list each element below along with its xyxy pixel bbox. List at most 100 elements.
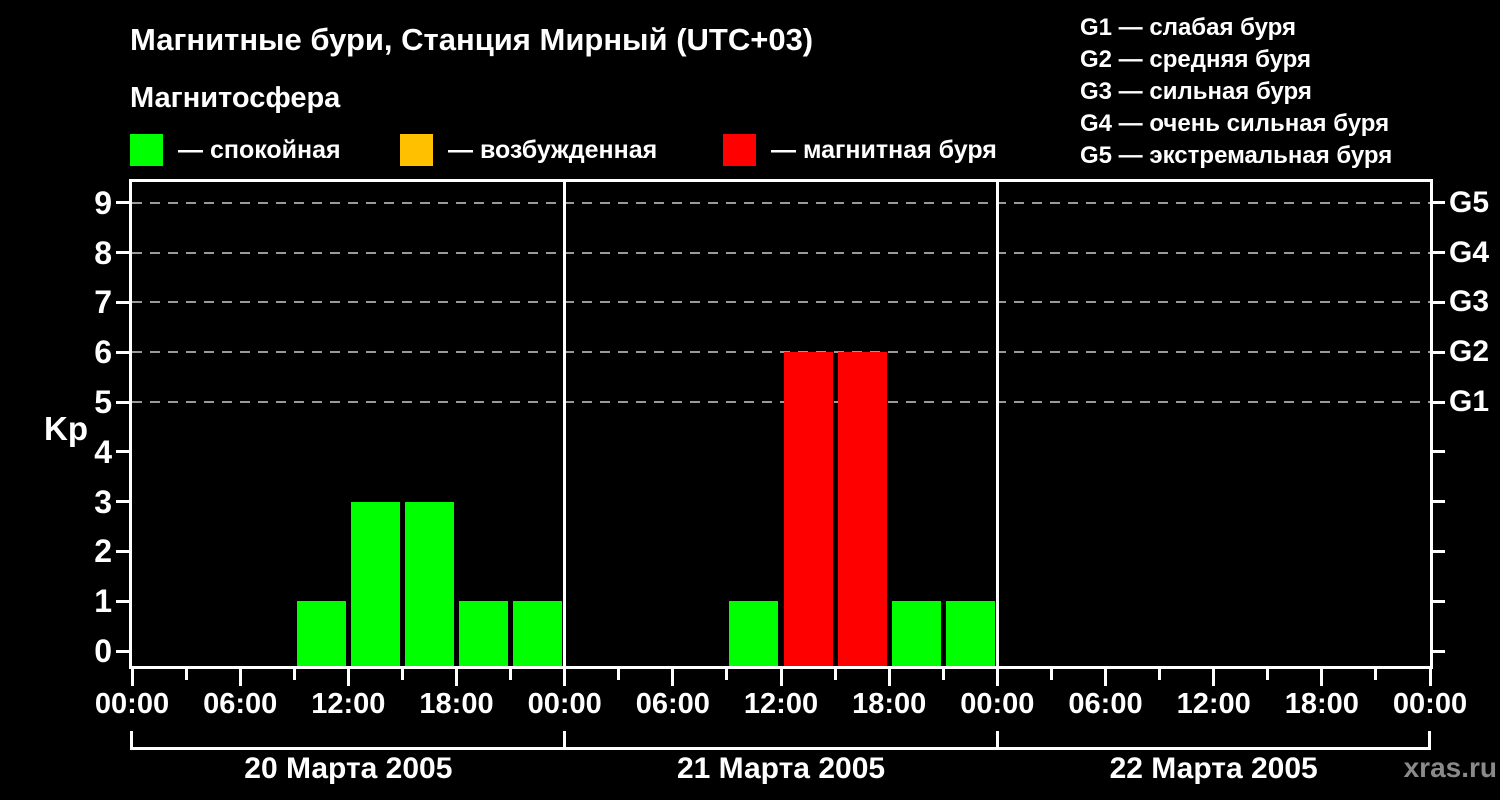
- plot-area: [129, 179, 1433, 669]
- right-tick: [1432, 400, 1445, 404]
- x-tick: [779, 666, 783, 686]
- x-tick: [509, 666, 513, 680]
- y-tick: [116, 599, 129, 603]
- y-axis-title: Kp: [44, 410, 88, 447]
- day-separator: [995, 182, 999, 666]
- y-tick: [116, 400, 129, 404]
- right-tick: [1432, 450, 1445, 454]
- kp-bar: [459, 601, 509, 666]
- y-tick: [116, 350, 129, 354]
- x-time-label: 06:00: [1068, 688, 1143, 720]
- x-time-label: 12:00: [311, 688, 386, 720]
- x-tick: [1158, 666, 1162, 680]
- legend-item-storm: — магнитная буря: [723, 132, 997, 168]
- g-scale-legend: G1 — слабая буря G2 — средняя буря G3 — …: [1080, 12, 1392, 172]
- bracket-tick: [563, 731, 567, 747]
- right-tick: [1432, 201, 1445, 205]
- x-tick: [292, 666, 296, 680]
- x-tick: [725, 666, 729, 680]
- y-tick-label: 9: [94, 184, 112, 221]
- y-tick: [116, 500, 129, 504]
- kp-bar: [729, 601, 779, 666]
- storm-color-swatch: [723, 134, 756, 166]
- x-tick: [941, 666, 945, 680]
- right-tick: [1432, 649, 1445, 653]
- kp-bar: [350, 501, 400, 666]
- x-tick: [1428, 666, 1432, 686]
- chart-subtitle: Магнитосфера: [130, 82, 341, 114]
- day-separator: [563, 182, 567, 666]
- date-label: 20 Марта 2005: [244, 752, 453, 785]
- kp-bar: [296, 601, 346, 666]
- g-axis-label: G3: [1449, 285, 1490, 319]
- y-tick-label: 6: [94, 334, 112, 371]
- y-tick: [116, 300, 129, 304]
- y-tick-label: 2: [94, 533, 112, 570]
- kp-bar: [783, 352, 833, 666]
- x-tick: [1374, 666, 1378, 680]
- x-time-label: 12:00: [1176, 688, 1251, 720]
- date-label: 21 Марта 2005: [676, 752, 886, 785]
- y-tick: [116, 549, 129, 553]
- x-tick: [400, 666, 404, 680]
- x-time-label: 18:00: [852, 688, 927, 720]
- gridline: [132, 351, 1430, 354]
- right-tick: [1432, 251, 1445, 255]
- y-tick-label: 7: [94, 284, 112, 321]
- y-tick: [116, 201, 129, 205]
- y-tick-label: 5: [94, 384, 112, 420]
- x-tick: [617, 666, 621, 680]
- g2-legend-line: G2 — средняя буря: [1080, 46, 1311, 73]
- x-time-label: 00:00: [1392, 688, 1468, 720]
- x-tick: [833, 666, 837, 680]
- chart-title: Магнитные бури, Станция Мирный (UTC+03): [130, 22, 814, 57]
- x-tick: [887, 666, 891, 686]
- legend-item-quiet: — спокойная: [130, 132, 341, 168]
- x-tick: [1320, 666, 1324, 686]
- kp-bar: [404, 501, 454, 666]
- gridline: [132, 401, 1430, 403]
- kp-bar: [837, 352, 887, 666]
- date-label: 22 Марта 2005: [1109, 752, 1318, 785]
- x-time-label: 18:00: [1284, 688, 1359, 720]
- legend-label-storm: — магнитная буря: [771, 135, 997, 164]
- x-tick: [455, 666, 458, 686]
- x-tick: [563, 666, 567, 686]
- kp-bar: [945, 601, 995, 666]
- y-tick: [116, 251, 129, 255]
- x-tick: [1212, 666, 1216, 686]
- y-tick: [116, 450, 129, 454]
- bracket-tick: [130, 731, 133, 747]
- g5-legend-line: G5 — экстремальная буря: [1080, 142, 1393, 169]
- legend-item-excited: — возбужденная: [400, 132, 657, 168]
- g-axis-label: G2: [1449, 335, 1490, 369]
- x-tick: [238, 666, 242, 686]
- gridline: [132, 251, 1430, 254]
- gridline: [132, 301, 1430, 304]
- y-tick-label: 3: [94, 483, 112, 520]
- plot-inner: [132, 182, 1430, 666]
- x-time-label: 06:00: [203, 688, 278, 720]
- y-tick: [116, 649, 129, 653]
- g-axis-label: G4: [1449, 235, 1490, 269]
- x-time-label: 12:00: [743, 688, 819, 720]
- x-time-label: 18:00: [419, 688, 494, 720]
- y-tick-label: 0: [94, 633, 112, 669]
- g4-legend-line: G4 — очень сильная буря: [1080, 110, 1390, 137]
- watermark: xras.ru: [1403, 752, 1497, 783]
- quiet-color-swatch: [130, 134, 163, 166]
- excited-color-swatch: [400, 134, 433, 166]
- right-tick: [1432, 549, 1445, 553]
- y-tick-label: 1: [94, 583, 112, 620]
- g-axis-label: G5: [1449, 185, 1490, 219]
- x-time-label: 00:00: [527, 688, 602, 720]
- y-tick-label: 8: [94, 234, 112, 271]
- x-tick: [184, 666, 188, 680]
- right-tick: [1432, 300, 1445, 304]
- x-tick: [1266, 666, 1270, 680]
- x-tick: [1049, 666, 1053, 680]
- x-time-label: 00:00: [960, 688, 1035, 720]
- x-tick: [671, 666, 675, 686]
- g-axis-label: G1: [1449, 385, 1490, 418]
